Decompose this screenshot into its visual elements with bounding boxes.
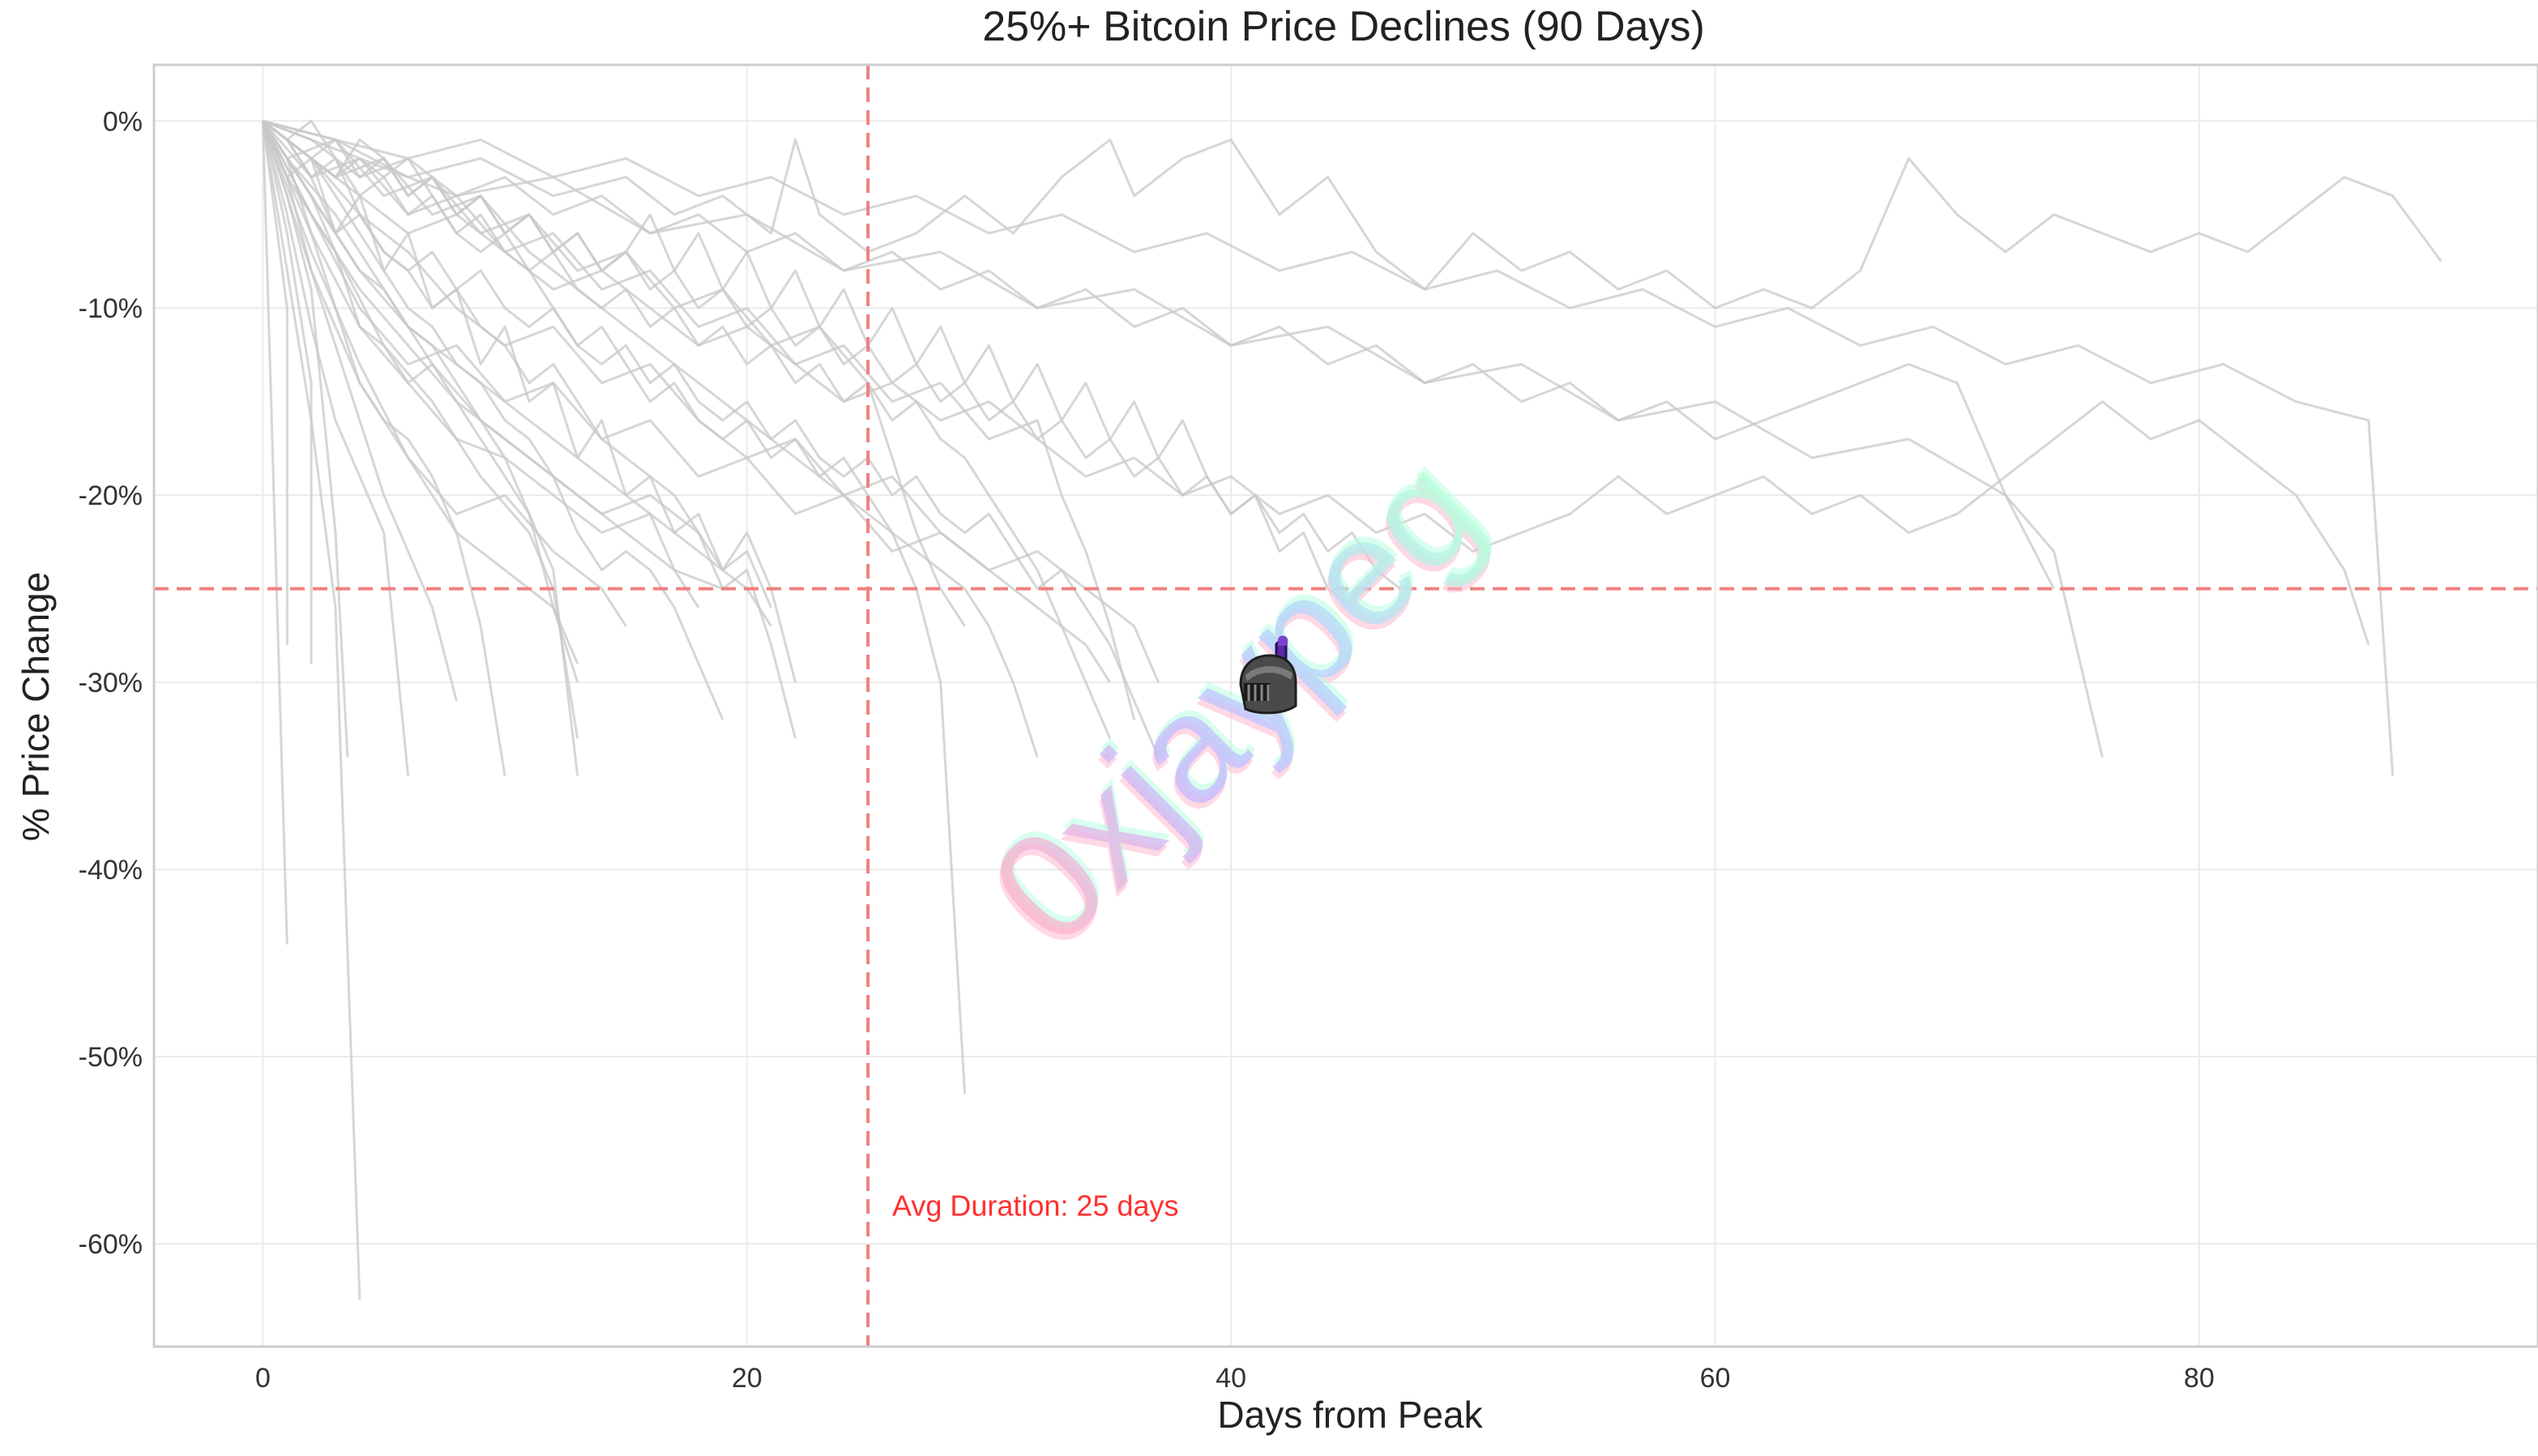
y-tick-label-6: -60%	[79, 1229, 143, 1260]
series-line-23	[261, 120, 579, 683]
chart-title: 25%+ Bitcoin Price Declines (90 Days)	[982, 3, 1705, 50]
y-tick-labels: 0% -10% -20% -30% -40% -50% -60%	[79, 106, 143, 1260]
x-tick-label-0: 0	[255, 1363, 271, 1394]
series-line-34	[262, 120, 2370, 646]
x-tick-label-4: 80	[2184, 1363, 2215, 1394]
plot-frame	[152, 63, 2538, 1348]
watermark: 0xjaypeg 0xjaypeg 0xjaypeg	[958, 419, 1511, 982]
knight-helmet-icon	[1239, 635, 1297, 715]
reference-lines	[154, 65, 2538, 1347]
y-axis-label: % Price Change	[15, 572, 57, 841]
y-tick-label-3: -30%	[79, 668, 143, 698]
series-line-14	[262, 120, 1160, 758]
x-tick-labels: 0 20 40 60 80	[255, 1363, 2215, 1394]
series-line-10	[262, 120, 724, 720]
series-line-31	[263, 119, 2395, 776]
x-tick-label-3: 60	[1700, 1363, 1731, 1394]
series-line-21	[262, 120, 772, 627]
series-line-18	[262, 120, 966, 627]
avg-duration-annotation: Avg Duration: 25 days	[892, 1189, 1179, 1222]
series-line-28	[262, 120, 772, 608]
x-tick-label-1: 20	[732, 1363, 763, 1394]
y-tick-label-5: -50%	[79, 1042, 143, 1073]
series-line-11	[262, 119, 797, 683]
series-line-33	[263, 119, 2442, 310]
series-line-27	[262, 120, 1112, 683]
series-line-5	[261, 120, 410, 776]
series-line-30	[262, 119, 2055, 590]
series-line-29	[262, 120, 1353, 608]
series-line-0	[261, 121, 288, 945]
series-line-4	[261, 121, 288, 645]
series-line-24	[262, 120, 724, 591]
y-tick-label-2: -20%	[79, 480, 143, 511]
series-line-12	[262, 120, 967, 1095]
series-line-26	[261, 120, 627, 627]
series-line-3	[261, 120, 313, 664]
series-line-17	[262, 120, 1136, 720]
x-tick-label-2: 40	[1216, 1363, 1246, 1394]
series-lines	[261, 119, 2442, 1300]
y-tick-label-0: 0%	[103, 106, 143, 137]
watermark-text: 0xjaypeg	[959, 425, 1511, 976]
x-axis-label: Days from Peak	[1217, 1394, 1483, 1436]
series-line-8	[262, 120, 579, 776]
y-tick-label-4: -40%	[79, 855, 143, 886]
series-line-32	[262, 119, 2104, 758]
series-line-22	[262, 120, 579, 739]
y-tick-label-1: -10%	[79, 293, 143, 324]
